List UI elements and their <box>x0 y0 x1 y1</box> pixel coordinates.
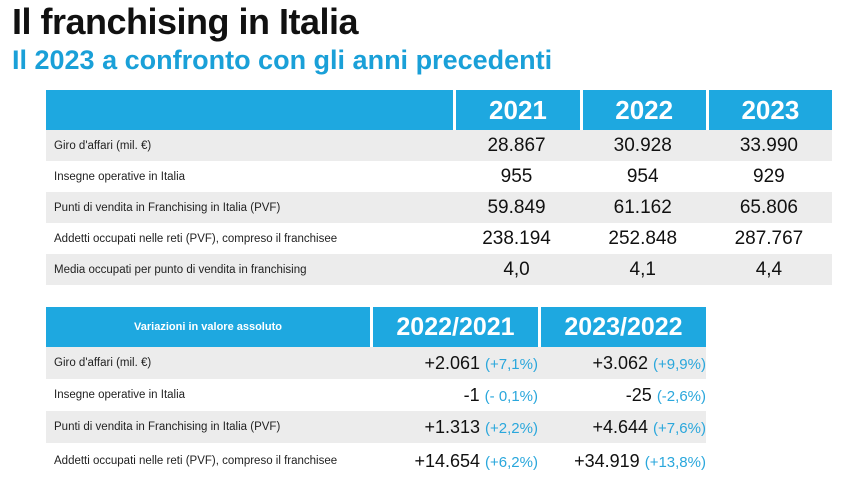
row-label: Punti di vendita in Franchising in Itali… <box>54 201 281 214</box>
header-label: Variazioni in valore assoluto <box>46 307 370 347</box>
row-label: Addetti occupati nelle reti (PVF), compr… <box>54 454 338 467</box>
cell-value: 954 <box>626 165 659 187</box>
header-period-2022-2021: 2022/2021 <box>373 307 538 347</box>
header-year-2023: 2023 <box>708 90 832 130</box>
cell-value: -1 (- 0,1%) <box>370 385 538 406</box>
abs-value: +2.061 <box>424 352 481 373</box>
row-label: Insegne operative in Italia <box>54 388 186 401</box>
row-label: Insegne operative in Italia <box>54 170 186 183</box>
row-label: Giro d'affari (mil. €) <box>54 356 152 369</box>
cell-value: 4,4 <box>755 258 783 280</box>
absolute-variations-table: Variazioni in valore assoluto 2022/2021 … <box>46 307 706 479</box>
cell-value: 4,1 <box>629 258 656 280</box>
abs-value: +4.644 <box>592 416 649 437</box>
pct-value: (+2,2%) <box>485 419 538 437</box>
cell-value: 929 <box>753 165 785 187</box>
pct-value: (+9,9%) <box>653 355 706 373</box>
table-header: 2021 2022 2023 <box>46 90 832 130</box>
cell-value: +4.644 (+7,6%) <box>538 417 706 438</box>
cell-value: 287.767 <box>734 227 804 249</box>
table-row: Giro d'affari (mil. €) +2.061 (+7,1%) +3… <box>46 347 706 379</box>
cell-value: 252.848 <box>608 227 678 249</box>
table-row: Insegne operative in Italia -1 (- 0,1%) … <box>46 379 706 411</box>
pct-value: (- 0,1%) <box>484 387 538 405</box>
header-blank-cell <box>46 90 454 130</box>
cell-value: 4,0 <box>503 258 530 280</box>
pct-value: (+7,1%) <box>485 355 538 373</box>
cell-value: +2.061 (+7,1%) <box>370 353 538 374</box>
page-title: Il franchising in Italia <box>12 1 359 42</box>
row-label: Media occupati per punto di vendita in f… <box>54 263 307 276</box>
table-row: Punti di vendita in Franchising in Itali… <box>46 411 706 443</box>
abs-value: -25 <box>625 384 652 405</box>
cell-value: +1.313 (+2,2%) <box>370 417 538 438</box>
cell-value: 33.990 <box>739 134 798 156</box>
cell-value: +34.919 (+13,8%) <box>538 451 706 472</box>
cell-value: -25 (-2,6%) <box>538 385 706 406</box>
cell-value: +14.654 (+6,2%) <box>370 451 538 472</box>
cell-value: +3.062 (+9,9%) <box>538 353 706 374</box>
cell-value: 28.867 <box>487 134 546 156</box>
header-year-2021: 2021 <box>456 90 580 130</box>
abs-value: -1 <box>463 384 480 405</box>
cell-value: 65.806 <box>739 196 798 218</box>
cell-value: 61.162 <box>613 196 672 218</box>
row-label: Addetti occupati nelle reti (PVF), compr… <box>54 232 338 245</box>
abs-value: +14.654 <box>414 450 481 471</box>
pct-value: (+13,8%) <box>644 453 706 471</box>
header-year-2022: 2022 <box>582 90 706 130</box>
table-row: Insegne operative in Italia 955 954 929 <box>46 161 832 192</box>
row-label: Punti di vendita in Franchising in Itali… <box>54 420 281 433</box>
table-row: Giro d'affari (mil. €) 28.867 30.928 33.… <box>46 130 832 161</box>
table-row: Media occupati per punto di vendita in f… <box>46 254 832 285</box>
table-header: Variazioni in valore assoluto 2022/2021 … <box>46 307 706 347</box>
pct-value: (+7,6%) <box>653 419 706 437</box>
cell-value: 59.849 <box>487 196 546 218</box>
cell-value: 30.928 <box>613 134 672 156</box>
yearly-stats-table: 2021 2022 2023 Giro d'affari (mil. €) 28… <box>46 90 832 285</box>
pct-value: (-2,6%) <box>656 387 706 405</box>
abs-value: +3.062 <box>592 352 649 373</box>
header-period-2023-2022: 2023/2022 <box>541 307 706 347</box>
row-label: Giro d'affari (mil. €) <box>54 139 152 152</box>
cell-value: 955 <box>500 165 533 187</box>
abs-value: +1.313 <box>424 416 481 437</box>
pct-value: (+6,2%) <box>485 453 538 471</box>
cell-value: 238.194 <box>482 227 551 249</box>
table-row: Addetti occupati nelle reti (PVF), compr… <box>46 223 832 254</box>
table-row: Addetti occupati nelle reti (PVF), compr… <box>46 443 706 479</box>
page-subtitle: Il 2023 a confronto con gli anni precede… <box>12 45 553 75</box>
table-row: Punti di vendita in Franchising in Itali… <box>46 192 832 223</box>
abs-value: +34.919 <box>574 450 640 471</box>
